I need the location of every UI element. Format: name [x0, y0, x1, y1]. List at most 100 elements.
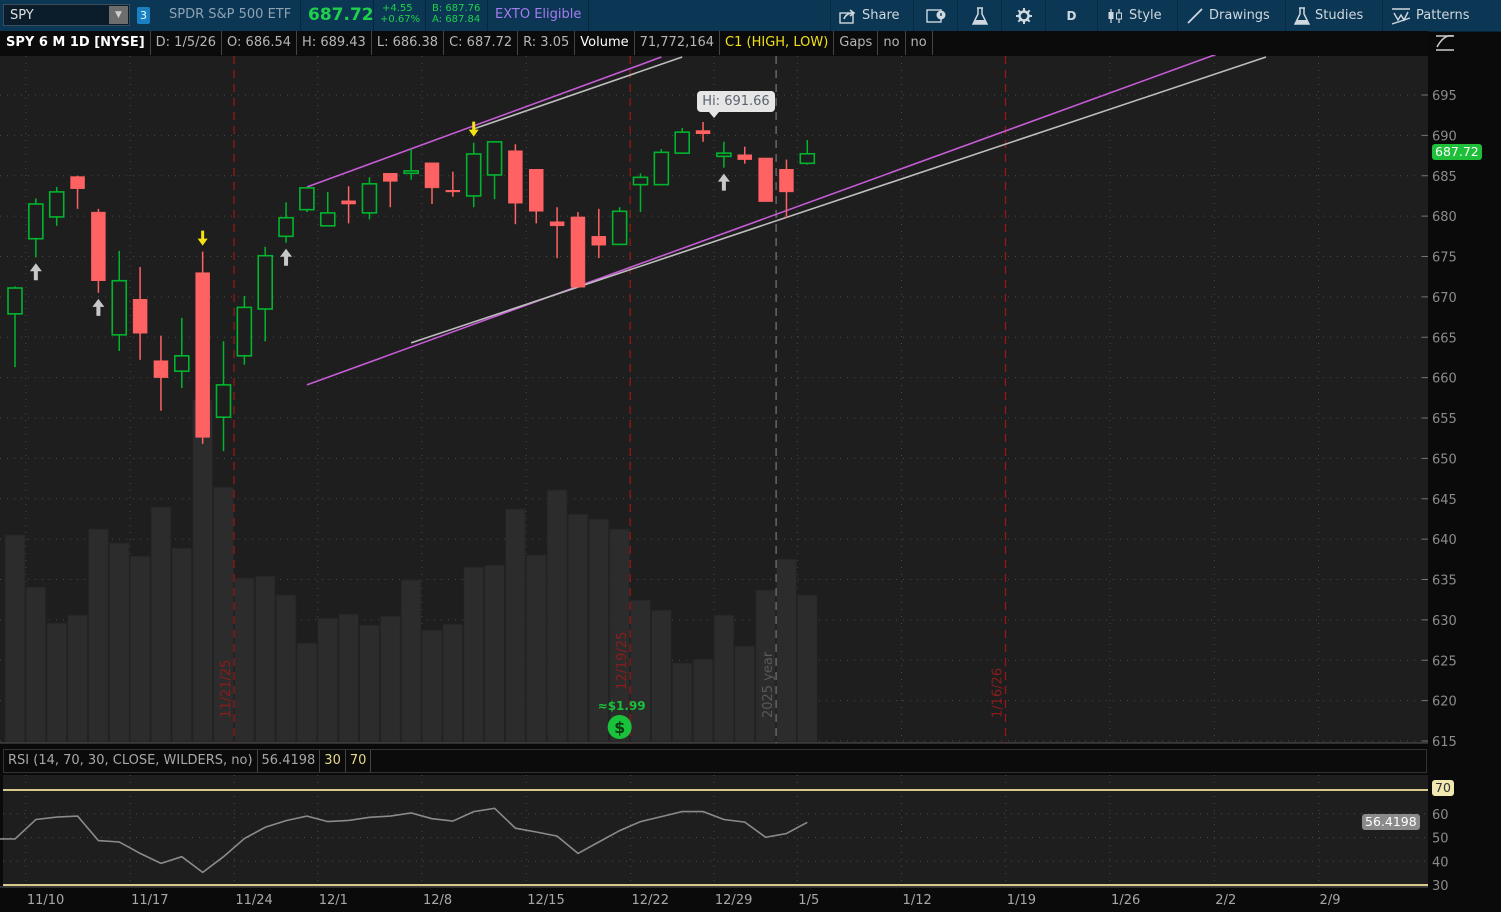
volume-bar — [463, 566, 485, 743]
candle-body[interactable] — [674, 131, 691, 154]
candle-body[interactable] — [278, 216, 294, 238]
bar-high: H: 689.43 — [297, 31, 372, 55]
candle-body[interactable] — [361, 183, 378, 214]
candle-body[interactable] — [236, 306, 253, 357]
candle-body[interactable] — [403, 170, 419, 175]
price-tick-label: 625 — [1432, 654, 1457, 669]
trendline[interactable] — [306, 50, 1225, 386]
style-label: Style — [1129, 8, 1162, 23]
candle-body[interactable] — [799, 152, 816, 165]
bar-low: L: 686.38 — [372, 31, 445, 55]
candle-body[interactable] — [174, 355, 190, 372]
candle-body[interactable] — [445, 190, 461, 193]
candle-body[interactable] — [153, 360, 169, 378]
candle-body[interactable] — [91, 211, 106, 281]
candle-body[interactable] — [383, 173, 398, 182]
candle-body[interactable] — [215, 384, 232, 418]
volume-bar — [25, 586, 47, 743]
timeframe-button[interactable]: D — [1045, 0, 1097, 31]
price-tick-label: 615 — [1432, 735, 1457, 750]
signal-down-arrow-icon — [468, 121, 479, 137]
candle-body[interactable] — [341, 200, 356, 205]
candle-body[interactable] — [695, 130, 711, 135]
rsi-study-label[interactable]: RSI (14, 70, 30, CLOSE, WILDERS, no) — [4, 750, 258, 772]
price-axis[interactable] — [1428, 31, 1501, 912]
net-change-percent: +0.67% — [380, 14, 421, 25]
gaps-study-label[interactable]: Gaps — [834, 31, 879, 55]
candle-body[interactable] — [716, 152, 732, 158]
candle-body[interactable] — [424, 162, 440, 189]
price-tick-label: 635 — [1432, 574, 1457, 589]
candle-body[interactable] — [632, 176, 649, 186]
studies-button[interactable]: Studies — [1285, 0, 1382, 31]
candle-body[interactable] — [549, 221, 565, 227]
candle-body[interactable] — [737, 154, 752, 160]
drawings-button[interactable]: Drawings — [1177, 0, 1285, 31]
candle-body[interactable] — [48, 191, 65, 218]
volume-study-label[interactable]: Volume — [575, 31, 635, 55]
volume-bar — [171, 547, 193, 743]
gaps-value-2: no — [906, 31, 933, 55]
x-tick-label: 12/1 — [319, 893, 348, 908]
candle-body[interactable] — [132, 299, 148, 334]
candle-body[interactable] — [111, 279, 128, 336]
candle-body[interactable] — [508, 150, 523, 204]
share-label: Share — [862, 8, 900, 23]
volume-bar — [213, 486, 234, 743]
study-toggle-icon[interactable] — [1436, 34, 1454, 51]
candle-body[interactable] — [486, 141, 503, 176]
chart-title[interactable]: SPY 6 M 1D [NYSE] — [0, 31, 151, 55]
candle-body[interactable] — [7, 287, 23, 315]
last-price-badge: 687.72 — [1432, 144, 1482, 160]
candle-body[interactable] — [653, 151, 670, 186]
volume-bar — [692, 658, 714, 743]
volume-value: 71,772,164 — [635, 31, 721, 55]
candle-body[interactable] — [299, 187, 315, 211]
volume-bar — [296, 642, 318, 743]
candle-body[interactable] — [570, 216, 586, 288]
rsi-pane[interactable] — [3, 775, 1428, 887]
x-tick-label: 12/22 — [632, 893, 669, 908]
trendline[interactable] — [473, 56, 683, 130]
bid-price: B: 687.76 — [432, 3, 481, 14]
c1-study-label[interactable]: C1 (HIGH, LOW) — [720, 31, 835, 55]
rsi-header: RSI (14, 70, 30, CLOSE, WILDERS, no) 56.… — [3, 749, 1427, 773]
chevron-down-icon[interactable]: ▼ — [109, 6, 128, 24]
candle-body[interactable] — [529, 169, 544, 212]
volume-bar — [713, 614, 735, 743]
price-tick-label: 665 — [1432, 331, 1457, 346]
candle-body[interactable] — [611, 210, 628, 246]
rsi-overbought-badge: 70 — [1432, 780, 1454, 796]
price-tick-label: 690 — [1432, 129, 1457, 144]
candle-body[interactable] — [319, 212, 336, 227]
candle-body[interactable] — [257, 254, 274, 310]
events-button[interactable] — [913, 0, 957, 31]
settings-button[interactable] — [1001, 0, 1045, 31]
thinkback-button[interactable] — [957, 0, 1001, 31]
candle-body[interactable] — [195, 272, 210, 438]
volume-bar — [504, 508, 526, 743]
candle-body[interactable] — [779, 169, 794, 193]
chart-info-bar: SPY 6 M 1D [NYSE] D: 1/5/26 O: 686.54 H:… — [0, 31, 1428, 55]
patterns-label: Patterns — [1416, 8, 1470, 23]
share-button[interactable]: Share — [830, 0, 913, 31]
trendline[interactable] — [306, 56, 662, 188]
volume-bar — [775, 558, 797, 743]
style-button[interactable]: Style — [1097, 0, 1177, 31]
link-group-badge[interactable]: 3 — [137, 7, 150, 24]
volume-bar — [67, 614, 89, 743]
trendline[interactable] — [410, 56, 1267, 344]
candle-body[interactable] — [70, 176, 85, 189]
bar-close: C: 687.72 — [444, 31, 519, 55]
volume-bar — [4, 534, 26, 743]
bar-open: O: 686.54 — [222, 31, 298, 55]
symbol-input[interactable]: SPY ▼ — [3, 4, 130, 26]
candle-body[interactable] — [465, 153, 482, 197]
patterns-button[interactable]: Patterns — [1382, 0, 1482, 31]
candle-body[interactable] — [591, 236, 607, 246]
candle-body[interactable] — [28, 203, 44, 240]
volume-bar — [755, 589, 777, 743]
candle-body[interactable] — [758, 157, 773, 202]
dividend-icon[interactable] — [607, 715, 632, 739]
